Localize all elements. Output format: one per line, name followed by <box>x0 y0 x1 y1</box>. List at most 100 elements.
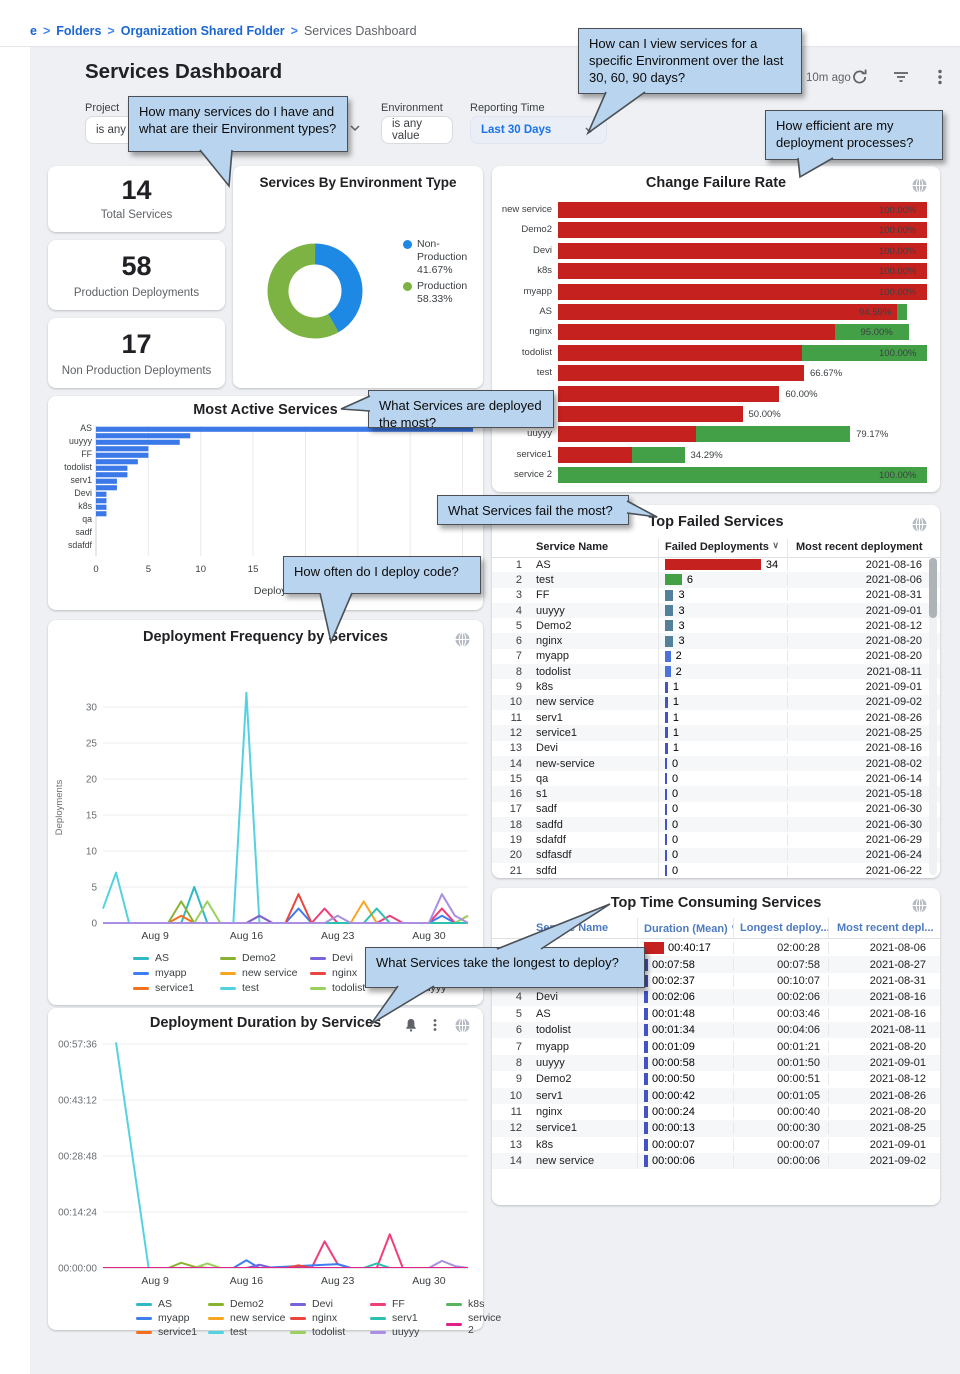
column-header[interactable]: Most recent depl... <box>828 918 940 938</box>
duration-mean-cell: 00:02:06 <box>637 989 733 1006</box>
hidden-filter-chevron-icon[interactable] <box>349 124 361 132</box>
cfr-service-label: todolist <box>521 346 552 358</box>
cfr-bar[interactable]: 100.00% <box>558 467 927 484</box>
environment-filter[interactable]: is any value <box>381 116 453 144</box>
column-header[interactable]: Duration (Mean) ∨ <box>637 918 733 938</box>
legend-label: new service <box>230 1312 286 1324</box>
scrollbar-track[interactable] <box>929 557 937 875</box>
globe-icon[interactable] <box>454 631 471 648</box>
globe-icon[interactable] <box>454 1017 471 1034</box>
legend-item[interactable]: new service <box>208 1312 285 1324</box>
value-bar <box>665 605 674 617</box>
breadcrumb-item[interactable]: Organization Shared Folder <box>120 24 285 38</box>
legend-label: nginx <box>312 1312 338 1324</box>
globe-icon[interactable] <box>911 516 928 533</box>
legend-item[interactable]: service1 <box>133 982 194 994</box>
column-header[interactable]: Failed Deployments ∨ <box>658 539 787 557</box>
legend-label: new service <box>242 967 298 979</box>
failed-deployments-cell: 0 <box>658 817 787 833</box>
legend-item[interactable]: myapp <box>133 967 187 979</box>
cfr-bar[interactable]: 94.59% <box>558 303 927 320</box>
legend-item[interactable]: nginx <box>290 1312 337 1324</box>
value-bar <box>665 666 671 678</box>
legend-item[interactable]: new service <box>220 967 297 979</box>
bell-icon[interactable] <box>403 1017 419 1033</box>
cfr-value-label: 100.00% <box>879 266 917 278</box>
cfr-value-label: 100.00% <box>879 470 917 482</box>
column-header[interactable]: Longest deploy... <box>733 918 828 938</box>
callout-deploy-code: How often do I deploy code? <box>283 556 481 594</box>
series-nginx <box>103 893 468 924</box>
value-label: 00:02:37 <box>652 974 695 987</box>
donut-chart[interactable] <box>233 194 483 384</box>
kpi-total-services: 14 Total Services <box>48 166 225 232</box>
duration-line-chart[interactable]: 00:00:00 00:14:24 00:28:48 00:43:12 00:57:36… <box>48 1034 483 1294</box>
legend-item[interactable]: FF <box>370 1298 405 1310</box>
legend-item[interactable]: test <box>220 982 259 994</box>
cfr-bar[interactable]: 100.00% <box>558 344 927 361</box>
breadcrumb-item[interactable]: Folders <box>56 24 102 38</box>
row-index: 6 <box>515 635 522 648</box>
series-FF <box>103 907 468 924</box>
cfr-bar[interactable]: 100.00% <box>558 283 927 300</box>
legend-item[interactable]: k8s <box>446 1298 484 1310</box>
legend-item[interactable]: AS <box>133 952 169 964</box>
legend-item[interactable]: nginx <box>310 967 357 979</box>
legend-item[interactable]: Demo2 <box>208 1298 264 1310</box>
cfr-bar[interactable]: 50.00% <box>558 405 927 422</box>
legend-item[interactable]: Production 58.33% <box>403 280 481 306</box>
globe-icon[interactable] <box>911 897 928 914</box>
cfr-bar[interactable]: 100.00% <box>558 263 927 280</box>
legend-item[interactable]: AS <box>136 1298 172 1310</box>
legend-item[interactable]: Demo2 <box>220 952 276 964</box>
service-name-cell: FF <box>536 589 550 602</box>
failed-deployments-cell: 0 <box>658 832 787 848</box>
cfr-bar[interactable]: 34.29% <box>558 446 927 463</box>
cfr-bar[interactable]: 100.00% <box>558 222 927 239</box>
legend-item[interactable]: service 2 <box>446 1312 501 1336</box>
cfr-bar[interactable]: 66.67% <box>558 365 927 382</box>
sort-chevron-icon[interactable]: ∨ <box>772 540 779 550</box>
date-cell: 2021-06-30 <box>787 818 940 831</box>
legend-item[interactable]: Devi <box>310 952 353 964</box>
cfr-bar[interactable]: 100.00% <box>558 242 927 259</box>
series-AS <box>103 886 468 924</box>
failed-deployments-cell: 0 <box>658 771 787 787</box>
legend-item[interactable]: todolist <box>310 982 365 994</box>
cfr-failed-segment <box>558 365 804 382</box>
value-bar <box>665 849 667 861</box>
column-header[interactable]: Service Name <box>536 541 609 553</box>
column-header[interactable]: Most recent deployment <box>787 539 940 557</box>
legend-item[interactable]: test <box>208 1326 247 1338</box>
breadcrumb-item[interactable]: e <box>30 24 37 38</box>
reporting-time-dropdown[interactable]: Last 30 Days <box>470 116 607 144</box>
scrollbar-thumb[interactable] <box>929 558 937 618</box>
legend-item[interactable]: Non-Production 41.67% <box>403 238 481 277</box>
legend-item[interactable]: uuyyy <box>370 1326 419 1338</box>
column-header[interactable] <box>492 918 530 938</box>
refresh-icon[interactable] <box>850 67 870 87</box>
legend-item[interactable]: Devi <box>290 1298 333 1310</box>
table-row: 17 sadf 0 2021-06-30 <box>492 801 940 818</box>
cfr-bar[interactable]: 95.00% <box>558 324 927 341</box>
kebab-menu-icon[interactable] <box>427 1017 443 1033</box>
cfr-bar[interactable]: 79.17% <box>558 426 927 443</box>
row-index: 9 <box>515 681 522 694</box>
legend-swatch <box>290 1330 306 1334</box>
cfr-service-label: Devi <box>532 244 552 256</box>
kebab-menu-icon[interactable] <box>930 67 950 87</box>
filter-list-icon[interactable] <box>891 67 911 87</box>
column-header[interactable]: Service Name <box>536 922 609 934</box>
cfr-bar[interactable]: 60.00% <box>558 385 927 402</box>
cfr-bar[interactable]: 100.00% <box>558 202 927 218</box>
legend-swatch <box>208 1316 224 1320</box>
globe-icon[interactable] <box>911 177 928 194</box>
legend-item[interactable]: todolist <box>290 1326 345 1338</box>
legend-item[interactable]: serv1 <box>370 1312 418 1324</box>
legend-item[interactable]: myapp <box>136 1312 190 1324</box>
value-label: 00:00:50 <box>652 1073 695 1086</box>
frequency-line-chart[interactable]: 0 5 10 15 20 25 30 Aug 9 Aug 16 Aug 23 Aug 30 Deplo… <box>48 648 483 948</box>
svg-text:30: 30 <box>86 703 98 714</box>
value-bar <box>644 991 648 1004</box>
legend-item[interactable]: service1 <box>136 1326 197 1338</box>
